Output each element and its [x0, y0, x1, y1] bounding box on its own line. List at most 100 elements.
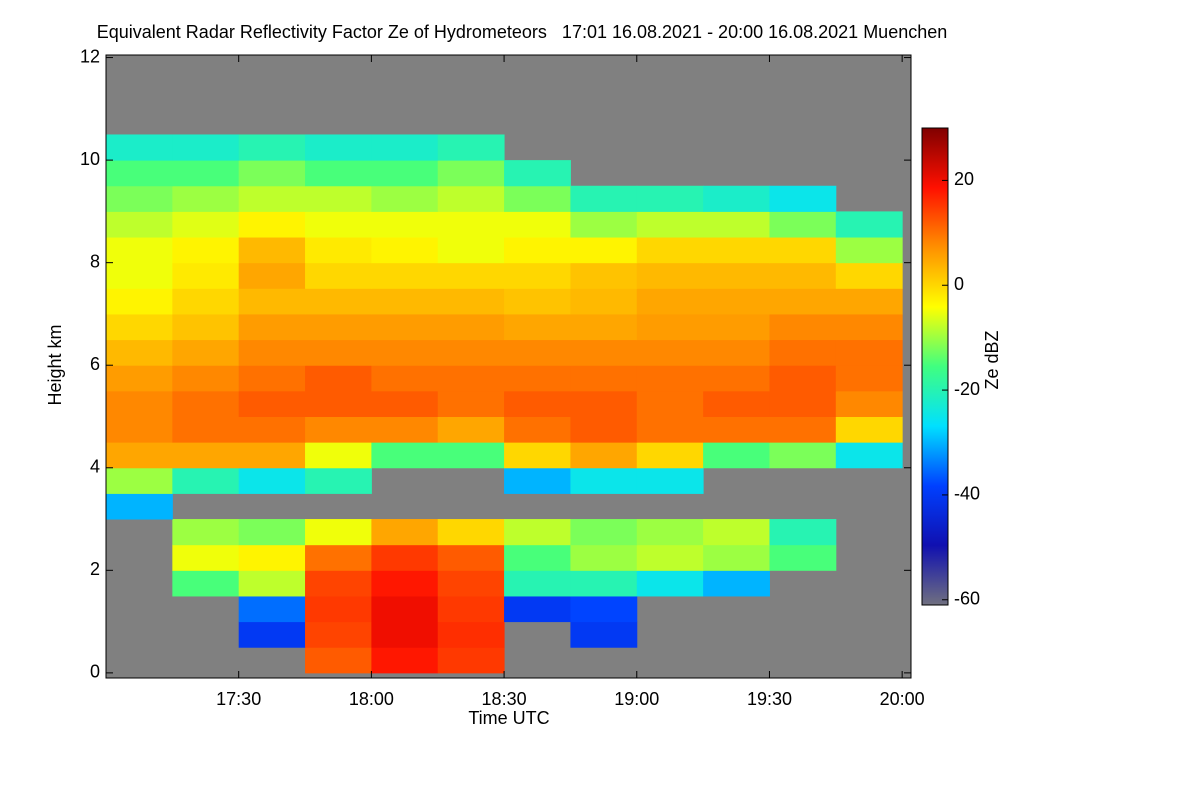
- heatmap-cell: [570, 621, 638, 648]
- heatmap-cell: [172, 313, 240, 341]
- heatmap-cell: [570, 185, 638, 212]
- y-tick-label: 6: [90, 354, 100, 374]
- heatmap-cell: [504, 570, 571, 597]
- heatmap-cell: [238, 544, 306, 571]
- heatmap-cell: [437, 544, 505, 571]
- heatmap-cell: [437, 339, 505, 366]
- heatmap-cell: [504, 390, 571, 417]
- heatmap-cell: [835, 288, 903, 315]
- heatmap-cell: [835, 237, 903, 264]
- heatmap-cell: [769, 262, 837, 289]
- heatmap-cell: [106, 313, 173, 341]
- heatmap-cell: [305, 416, 372, 443]
- heatmap-cell: [769, 365, 837, 392]
- heatmap-cell: [305, 442, 372, 469]
- heatmap-cell: [703, 185, 770, 212]
- heatmap-cell: [172, 134, 240, 161]
- heatmap-cell: [238, 262, 306, 289]
- colorbar-tick-label: -60: [954, 589, 980, 609]
- heatmap-cell: [172, 339, 240, 366]
- heatmap-cell: [371, 544, 439, 571]
- heatmap-cell: [835, 442, 903, 469]
- heatmap-cell: [636, 288, 704, 315]
- heatmap-cell: [769, 185, 837, 212]
- heatmap-cell: [835, 390, 903, 417]
- heatmap-cell: [437, 647, 505, 674]
- heatmap-cell: [703, 288, 770, 315]
- heatmap-cell: [371, 416, 439, 443]
- heatmap-cell: [703, 416, 770, 443]
- heatmap-cell: [769, 544, 837, 571]
- heatmap-cell: [769, 288, 837, 315]
- heatmap-cell: [106, 211, 173, 238]
- x-tick-label: 17:30: [216, 689, 261, 709]
- heatmap-cell: [305, 288, 372, 315]
- heatmap-cell: [305, 160, 372, 187]
- heatmap-cell: [238, 134, 306, 161]
- heatmap-cell: [106, 467, 173, 494]
- heatmap-cell: [106, 288, 173, 315]
- heatmap-cell: [106, 134, 173, 161]
- heatmap-cell: [106, 339, 173, 366]
- heatmap-cell: [238, 467, 306, 494]
- heatmap-cell: [371, 211, 439, 238]
- y-tick-label: 10: [80, 149, 100, 169]
- heatmap-cell: [636, 262, 704, 289]
- heatmap-cell: [504, 211, 571, 238]
- heatmap-cell: [305, 211, 372, 238]
- x-tick-label: 18:30: [482, 689, 527, 709]
- heatmap-cell: [437, 442, 505, 469]
- heatmap-cell: [172, 262, 240, 289]
- heatmap-cell: [636, 185, 704, 212]
- heatmap-cell: [305, 365, 372, 392]
- y-tick-label: 12: [80, 46, 100, 66]
- heatmap-cell: [703, 339, 770, 366]
- heatmap-cell: [570, 467, 638, 494]
- x-axis-label: Time UTC: [468, 708, 549, 728]
- heatmap-cell: [371, 365, 439, 392]
- heatmap-cell: [172, 288, 240, 315]
- x-tick-label: 18:00: [349, 689, 394, 709]
- heatmap-cell: [437, 313, 505, 341]
- heatmap-cell: [636, 544, 704, 571]
- heatmap-cell: [769, 519, 837, 546]
- heatmap-cell: [769, 237, 837, 264]
- heatmap-cell: [238, 288, 306, 315]
- heatmap-cell: [238, 416, 306, 443]
- heatmap-cell: [238, 442, 306, 469]
- heatmap-cell: [106, 185, 173, 212]
- heatmap-cell: [504, 544, 571, 571]
- heatmap-cell: [703, 262, 770, 289]
- heatmap-cell: [504, 365, 571, 392]
- heatmap-cell: [570, 237, 638, 264]
- heatmap-cell: [570, 595, 638, 623]
- x-tick-label: 19:30: [747, 689, 792, 709]
- x-tick-label: 20:00: [880, 689, 925, 709]
- heatmap-cell: [636, 237, 704, 264]
- heatmap-cell: [305, 570, 372, 597]
- heatmap-cell: [636, 519, 704, 546]
- heatmap-cell: [835, 416, 903, 443]
- heatmap-cell: [437, 519, 505, 546]
- heatmap-cell: [238, 339, 306, 366]
- heatmap-cell: [371, 288, 439, 315]
- heatmap-cell: [504, 595, 571, 623]
- heatmap-cell: [570, 262, 638, 289]
- heatmap-cell: [172, 390, 240, 417]
- heatmap-cell: [305, 621, 372, 648]
- colorbar-tick-label: -20: [954, 379, 980, 399]
- heatmap-cell: [437, 237, 505, 264]
- heatmap-cell: [769, 211, 837, 238]
- heatmap-cell: [106, 390, 173, 417]
- heatmap-cell: [504, 160, 571, 187]
- heatmap-cell: [371, 570, 439, 597]
- x-tick-label: 19:00: [614, 689, 659, 709]
- heatmap-cell: [504, 185, 571, 212]
- heatmap-cell: [371, 390, 439, 417]
- heatmap-cell: [437, 288, 505, 315]
- heatmap-cell: [636, 570, 704, 597]
- heatmap-cell: [172, 160, 240, 187]
- heatmap-cell: [437, 365, 505, 392]
- heatmap-cell: [106, 160, 173, 187]
- heatmap-cell: [371, 185, 439, 212]
